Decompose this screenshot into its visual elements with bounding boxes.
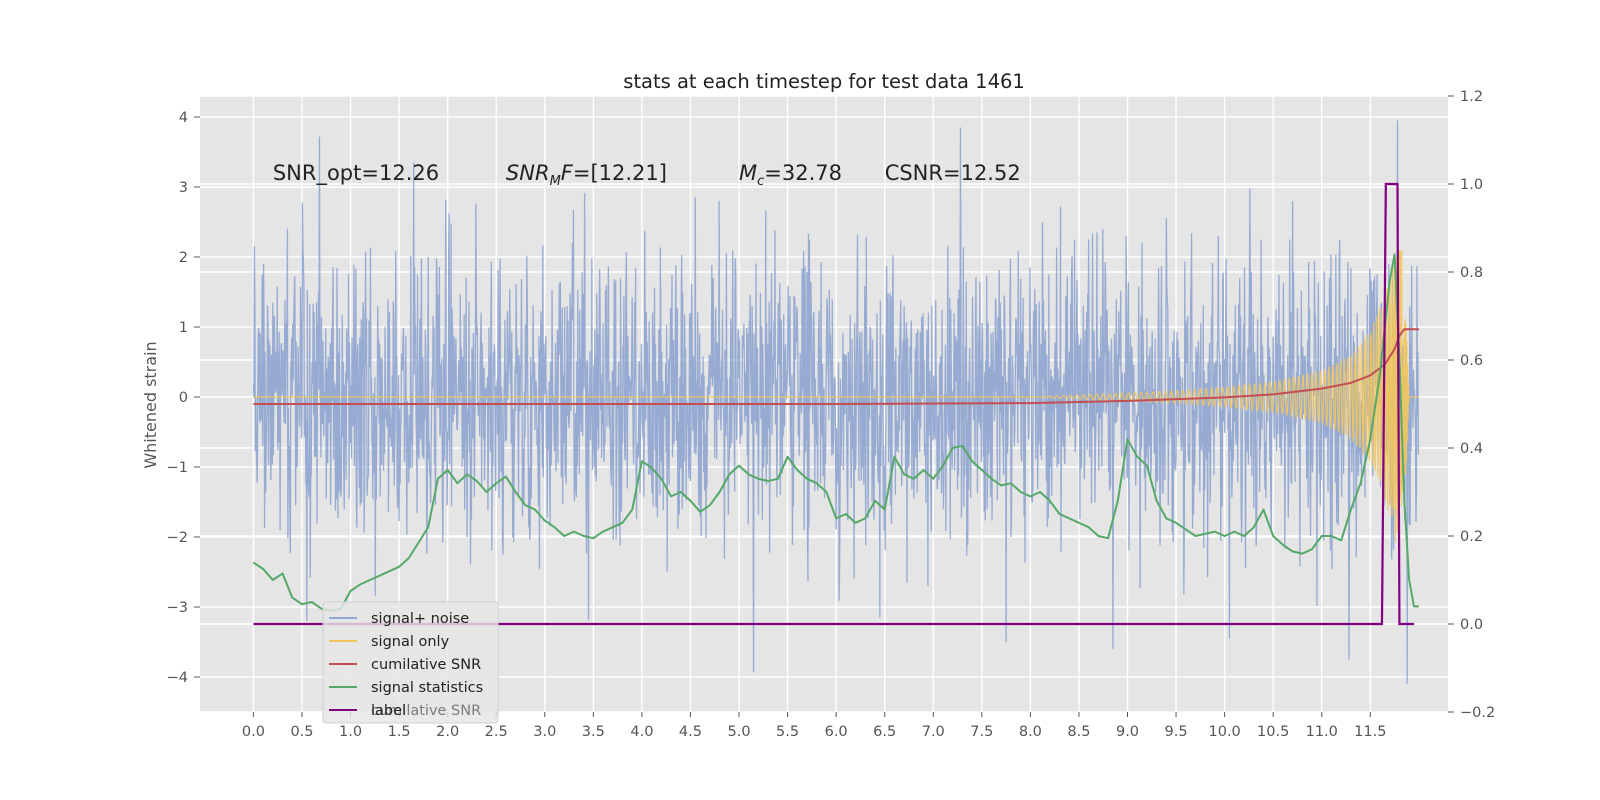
x-tick-label: 5.5 bbox=[776, 724, 799, 740]
x-tick-label: 10.0 bbox=[1208, 724, 1240, 740]
legend-entry: label bbox=[371, 703, 406, 719]
series-label bbox=[253, 182, 1415, 626]
x-tick-label: 4.0 bbox=[630, 724, 653, 740]
series-signal-statistics bbox=[252, 253, 1419, 612]
x-tick-label: 6.5 bbox=[873, 724, 896, 740]
series-layer bbox=[252, 120, 1420, 685]
legend-entry: signal+ noise bbox=[371, 611, 469, 627]
y-axis-label: Whitened strain bbox=[141, 341, 160, 468]
x-tick-label: 8.5 bbox=[1067, 724, 1090, 740]
y-tick-label: 4 bbox=[179, 110, 188, 126]
x-tick-label: 9.5 bbox=[1165, 724, 1188, 740]
chart-title: stats at each timestep for test data 146… bbox=[623, 70, 1025, 93]
y-tick-label: −3 bbox=[167, 600, 188, 616]
x-tick-label: 3.0 bbox=[533, 724, 556, 740]
x-tick-label: 10.5 bbox=[1257, 724, 1289, 740]
legend-ghost-text: cumilative SNR bbox=[371, 703, 481, 719]
x-tick-label: 1.5 bbox=[388, 724, 411, 740]
series-cumilative-snr bbox=[253, 328, 1419, 405]
x-tick-label: 8.0 bbox=[1019, 724, 1042, 740]
y-tick-label: 1 bbox=[179, 320, 188, 336]
x-tick-label: 11.0 bbox=[1306, 724, 1338, 740]
annotation: SNRMF=[12.21] bbox=[506, 161, 667, 189]
x-tick-label: 7.5 bbox=[970, 724, 993, 740]
y-tick-label: 2 bbox=[179, 250, 188, 266]
right-axis-ticks: 1.2 1.0 0.8 0.6 0.4 0.2 0.0 −0.2 bbox=[1448, 89, 1495, 721]
y2-tick-label: 0.0 bbox=[1460, 617, 1483, 633]
y2-tick-label: 0.8 bbox=[1460, 265, 1483, 281]
x-tick-label: 2.0 bbox=[436, 724, 459, 740]
x-tick-label: 3.5 bbox=[582, 724, 605, 740]
x-tick-label: 11.5 bbox=[1354, 724, 1386, 740]
x-axis-ticks: 0.0 0.5 1.0 1.5 2.0 2.5 3.0 3.5 4.0 4.5 5.0 5.5 6.0 6… bbox=[242, 712, 1386, 740]
annotation: CSNR=12.52 bbox=[885, 161, 1021, 185]
y-tick-label: −1 bbox=[167, 460, 188, 476]
legend-entry: cumilative SNR bbox=[371, 657, 481, 673]
x-tick-label: 1.0 bbox=[339, 724, 362, 740]
y-tick-label: −2 bbox=[167, 530, 188, 546]
x-tick-label: 6.0 bbox=[825, 724, 848, 740]
annotation: Mc=32.78 bbox=[739, 161, 842, 189]
annotation: SNR_opt=12.26 bbox=[273, 161, 439, 186]
y2-tick-label: 0.2 bbox=[1460, 529, 1483, 545]
y2-tick-label: 1.0 bbox=[1460, 177, 1483, 193]
y2-tick-label: 1.2 bbox=[1460, 89, 1483, 105]
x-tick-label: 9.0 bbox=[1116, 724, 1139, 740]
x-tick-label: 0.0 bbox=[242, 724, 265, 740]
x-tick-label: 0.5 bbox=[290, 724, 313, 740]
annotations: SNR_opt=12.26 SNRMF=[12.21] Mc=32.78 CSNR=1… bbox=[273, 161, 1021, 189]
legend-entry: signal only bbox=[371, 634, 450, 650]
series-signal-only bbox=[253, 249, 1419, 545]
series-signal-noise bbox=[252, 120, 1420, 685]
legend-entry: signal statistics bbox=[371, 680, 483, 696]
y2-tick-label: 0.6 bbox=[1460, 353, 1483, 369]
legend-box bbox=[322, 601, 499, 724]
x-tick-label: 5.0 bbox=[727, 724, 750, 740]
legend: signal+ noise signal only cumilative SNR si… bbox=[322, 601, 499, 724]
y2-tick-label: −0.2 bbox=[1460, 705, 1495, 721]
y-tick-label: 3 bbox=[179, 180, 188, 196]
x-tick-label: 7.0 bbox=[922, 724, 945, 740]
y2-tick-label: 0.4 bbox=[1460, 441, 1483, 457]
left-axis-ticks: 4 3 2 1 0 −1 −2 −3 −4 bbox=[167, 110, 200, 686]
y-tick-label: 0 bbox=[179, 390, 188, 406]
x-tick-label: 4.5 bbox=[679, 724, 702, 740]
x-tick-label: 2.5 bbox=[485, 724, 508, 740]
y-tick-label: −4 bbox=[167, 670, 188, 686]
